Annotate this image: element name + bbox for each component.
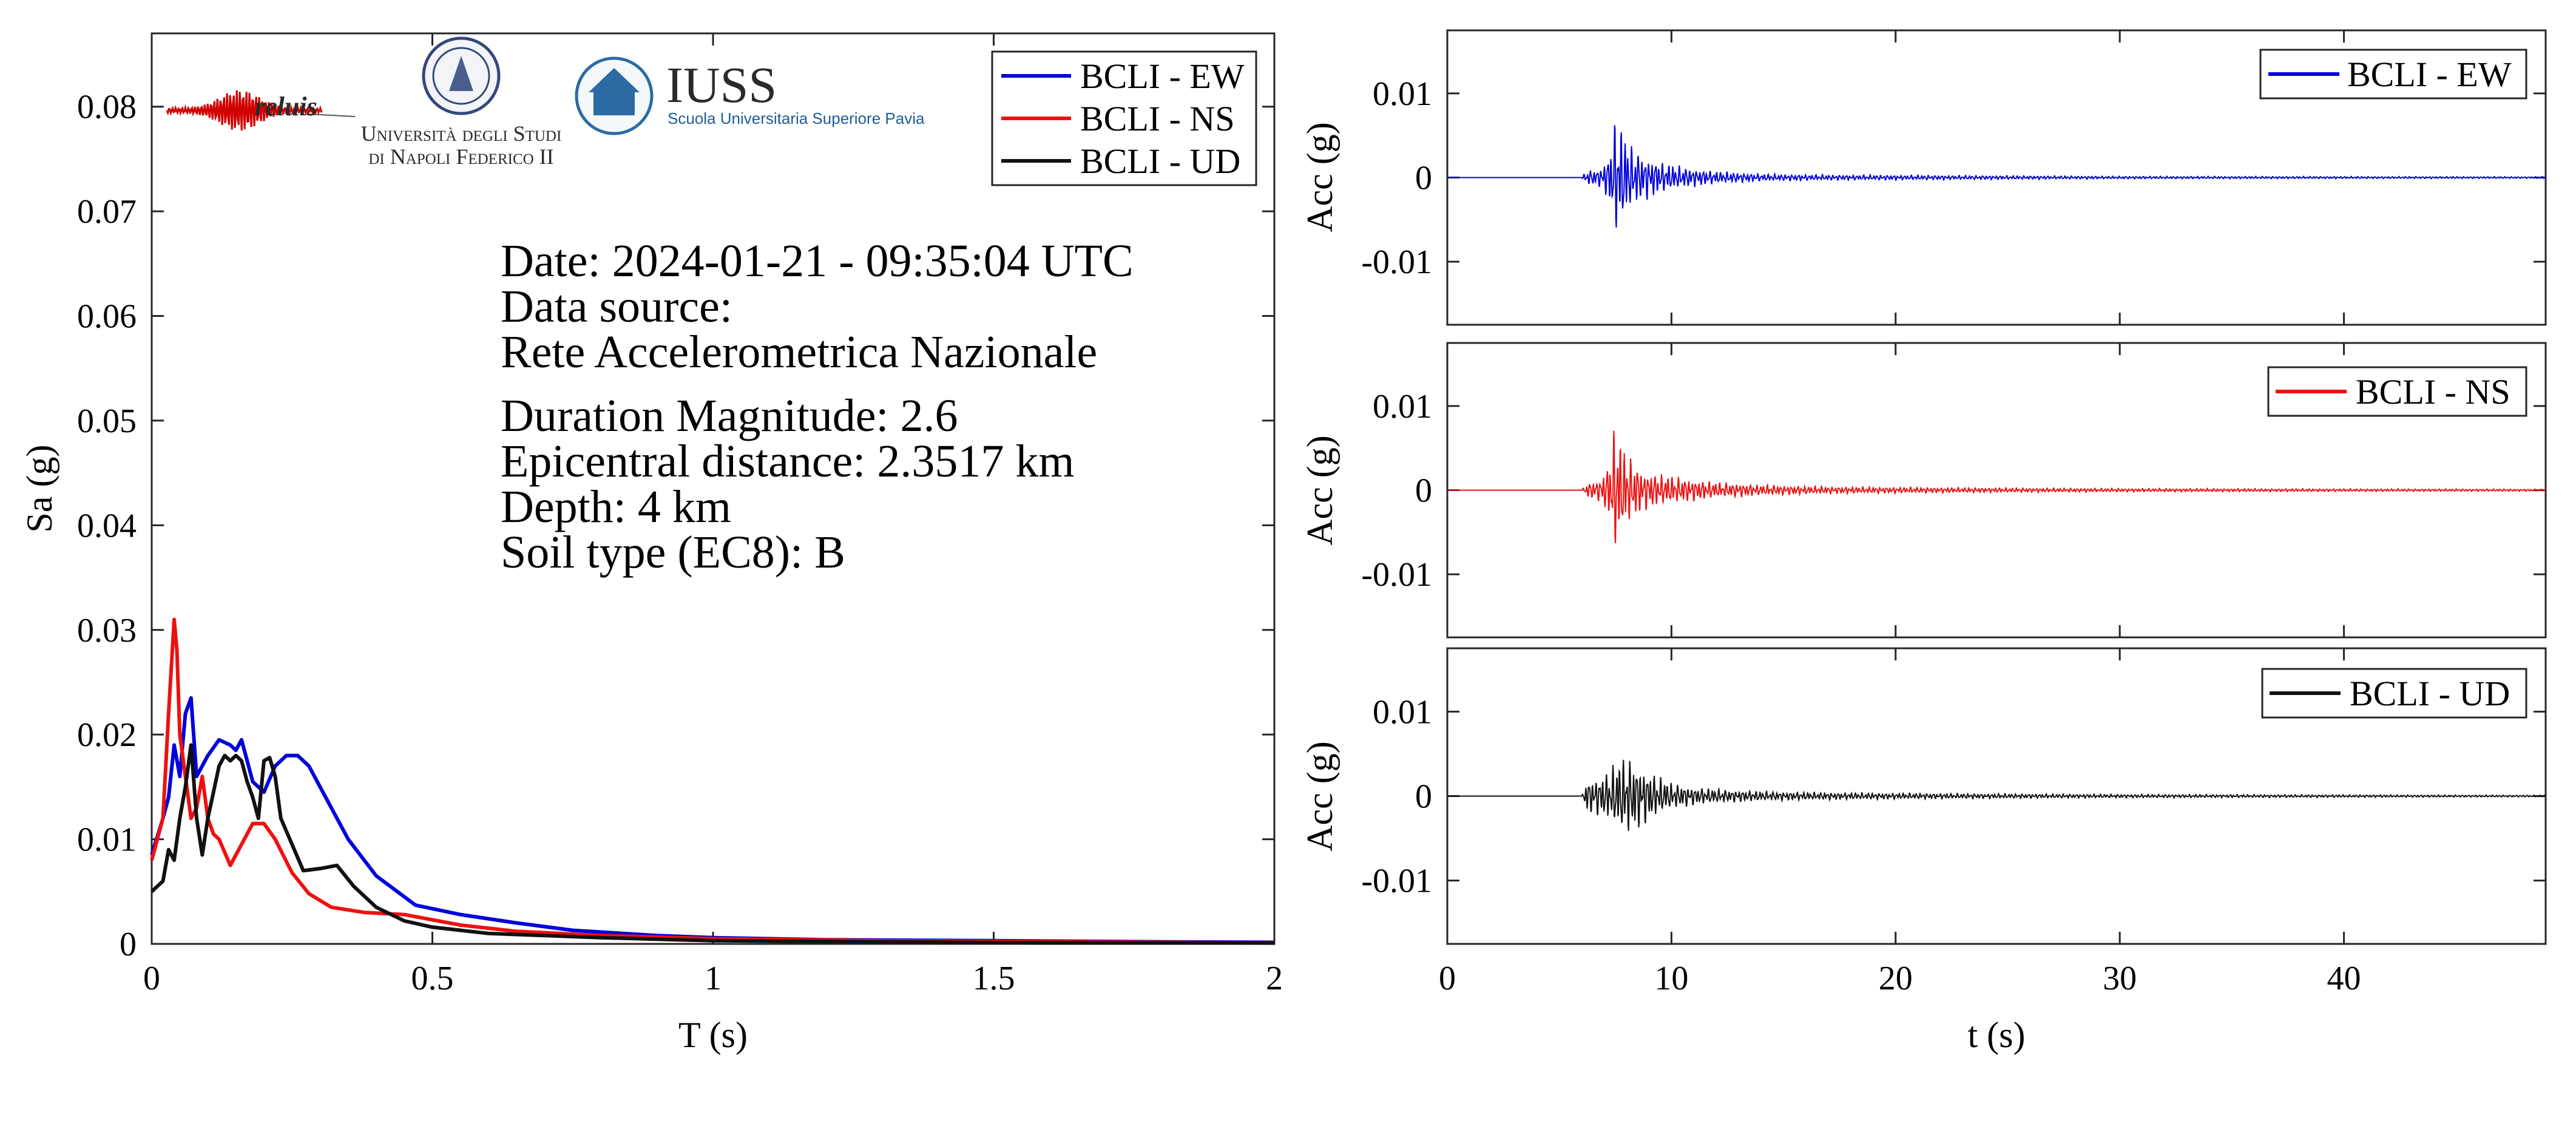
event-depth: Depth: 4 km (501, 481, 731, 532)
spectrum-y-tick-label: 0.06 (77, 298, 137, 336)
spectrum-y-tick-label: 0.03 (77, 612, 137, 649)
acc-ns-y-tick-label: -0.01 (1361, 556, 1432, 594)
spectrum-line-ud (150, 743, 1275, 945)
reluis-logo: reluis (166, 90, 356, 131)
spectrum-x-tick-label: 1.5 (973, 960, 1015, 997)
acc-ud-trace (1447, 759, 2546, 831)
iuss-logo: IUSS Scuola Universitaria Superiore Pavi… (575, 56, 925, 135)
acc-ns-legend-box (2267, 366, 2527, 417)
acc-ud-legend-label: BCLI - UD (2350, 674, 2510, 713)
spectrum-y-tick-label: 0.02 (77, 716, 137, 754)
data-source-label: Data source: (501, 281, 732, 332)
duration-magnitude: Duration Magnitude: 2.6 (501, 390, 958, 441)
unina-text-line1: Università degli Studi (361, 121, 562, 146)
acc-ew-y-tick-label: -0.01 (1361, 243, 1432, 281)
unina-seal-figure (449, 56, 473, 91)
acc-ud-chart: 0 10 20 30 40 -0.01 0 0.01 Acc (g) t (s) BCLI -… (1300, 647, 2547, 1055)
acc-ud-legend-box (2261, 668, 2527, 719)
spectrum-y-tick-label: 0.05 (77, 402, 137, 440)
spectrum-y-tick-label: 0 (120, 926, 137, 963)
spectrum-x-label: T (s) (678, 1015, 748, 1055)
unina-text-line2: di Napoli Federico II (368, 144, 553, 169)
legend-label-ud: BCLI - UD (1080, 141, 1240, 181)
iuss-subtitle-text: Scuola Universitaria Superiore Pavia (668, 109, 925, 127)
spectrum-y-tick-label: 0.07 (77, 193, 137, 231)
acc-ns-y-tick-label: 0.01 (1373, 388, 1432, 426)
acc-ud-y-tick-label: 0 (1415, 778, 1432, 816)
legend-label-ns: BCLI - NS (1080, 99, 1235, 138)
acc-ud-y-label: Acc (g) (1300, 741, 1340, 852)
legend-label-ew: BCLI - EW (1080, 56, 1245, 96)
epicentral-distance: Epicentral distance: 2.3517 km (501, 436, 1075, 487)
soil-type: Soil type (EC8): B (501, 527, 845, 578)
spectrum-y-tick-label: 0.04 (77, 507, 137, 544)
acc-ud-x-label: t (s) (1968, 1015, 2026, 1055)
spectrum-x-tick-label: 2 (1266, 960, 1283, 997)
spectrum-y-tick-label: 0.08 (77, 89, 137, 126)
spectrum-legend: BCLI - EW BCLI - NS BCLI - UD (991, 50, 1257, 186)
acc-ud-x-tick-label: 20 (1879, 960, 1913, 997)
acc-ud-x-tick-label: 30 (2103, 960, 2137, 997)
data-source-name: Rete Accelerometrica Nazionale (501, 327, 1097, 378)
acc-ew-y-tick-label: 0.01 (1373, 75, 1432, 113)
spectrum-line-ew (150, 696, 1275, 945)
spectrum-x-tick-label: 0.5 (411, 960, 454, 997)
acc-ud-x-tick-label: 40 (2327, 960, 2361, 997)
reluis-tail-line (309, 114, 356, 117)
acc-ew-trace (1447, 125, 2546, 228)
spectrum-x-tick-label: 1 (705, 960, 722, 997)
spectrum-line-ns (150, 617, 1275, 945)
spectrum-chart: 0 0.5 1 1.5 2 0 0.01 0.02 0.03 0.04 0.05 0.06 0.07 0.… (19, 32, 1283, 1055)
acc-ns-y-tick-label: 0 (1415, 472, 1432, 510)
unina-seal-inner-ring (432, 47, 490, 105)
event-info: Date: 2024-01-21 - 09:35:04 UTC Data sou… (501, 236, 1134, 578)
acc-ew-y-label: Acc (g) (1300, 122, 1340, 232)
acc-ns-legend-label: BCLI - NS (2356, 372, 2510, 412)
acc-ud-x-tick-label: 0 (1439, 960, 1456, 997)
iuss-emblem-roof (589, 68, 640, 92)
reluis-wave-mark (166, 90, 323, 131)
acc-ud-y-tick-label: 0.01 (1373, 693, 1432, 731)
event-date: Date: 2024-01-21 - 09:35:04 UTC (501, 236, 1134, 287)
acc-ew-y-tick-label: 0 (1415, 160, 1432, 197)
spectrum-y-label: Sa (g) (19, 445, 59, 533)
iuss-name-text: IUSS (666, 57, 777, 114)
acc-ew-legend-label: BCLI - EW (2347, 55, 2512, 94)
acc-ns-trace (1447, 430, 2546, 543)
reluis-logo-text: reluis (255, 92, 317, 121)
unina-logo: Università degli Studi di Napoli Federic… (361, 36, 562, 169)
spectrum-y-tick-label: 0.01 (77, 821, 137, 859)
acc-ud-x-tick-label: 10 (1654, 960, 1688, 997)
spectrum-x-tick-label: 0 (143, 960, 160, 997)
acc-ns-y-label: Acc (g) (1300, 435, 1340, 546)
acc-ns-chart: -0.01 0 0.01 Acc (g) BCLI - NS (1300, 342, 2547, 639)
acc-ew-chart: -0.01 0 0.01 Acc (g) BCLI - EW (1300, 29, 2547, 326)
iuss-emblem-building (593, 91, 635, 115)
acc-ud-y-tick-label: -0.01 (1361, 863, 1432, 900)
